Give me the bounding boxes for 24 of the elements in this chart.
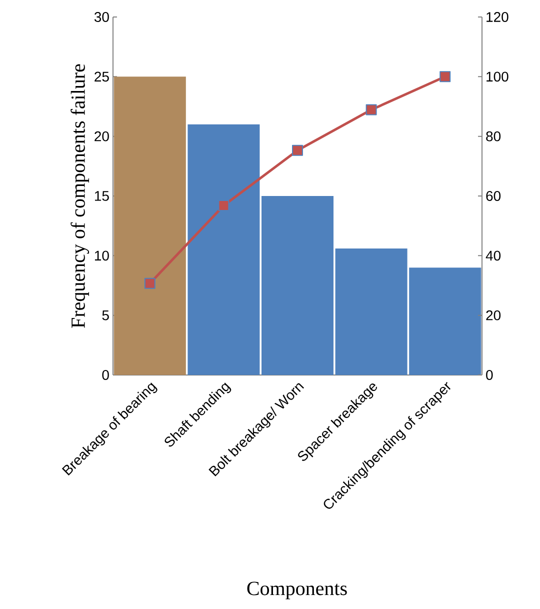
y-tick-label: 5 <box>102 310 109 320</box>
x-axis-title: Components <box>247 582 347 600</box>
point <box>366 104 377 116</box>
bar <box>188 124 260 375</box>
y2-tick-label: 20 <box>486 310 501 320</box>
y2-tick-label: 60 <box>486 191 501 201</box>
y2-tick-label: 0 <box>486 370 493 380</box>
point <box>440 71 451 82</box>
y-tick-label: 25 <box>94 72 109 82</box>
y-tick-label: 0 <box>102 370 109 380</box>
bar <box>262 196 334 375</box>
point <box>218 200 230 212</box>
y2-tick-label: 100 <box>486 72 508 82</box>
y-tick-label: 10 <box>94 250 109 261</box>
y-tick-label: 30 <box>94 12 109 22</box>
y2-tick-label: 40 <box>486 250 501 261</box>
point <box>144 278 156 289</box>
y-axis-title: Frequency of components failure <box>70 64 90 328</box>
bar <box>114 76 186 375</box>
y-tick-label: 15 <box>94 191 109 201</box>
y-tick-label: 20 <box>94 131 109 142</box>
y2-tick-label: 120 <box>486 12 508 22</box>
y2-tick-label: 80 <box>486 131 501 142</box>
point <box>292 144 303 156</box>
